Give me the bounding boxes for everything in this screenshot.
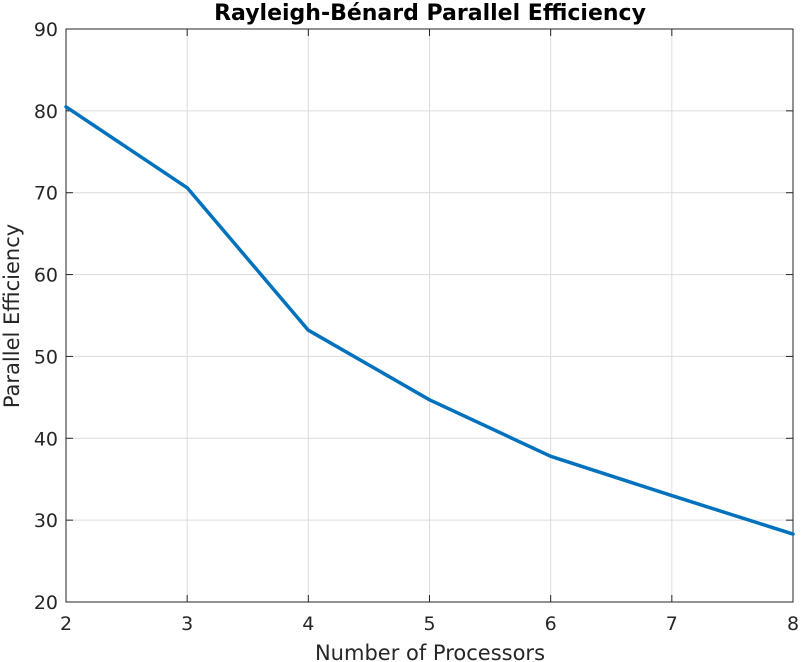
x-tick-label: 2	[60, 613, 72, 635]
x-tick-label: 5	[423, 613, 435, 635]
y-tick-label: 20	[34, 592, 58, 614]
chart-title: Rayleigh-Bénard Parallel Efficiency	[214, 1, 646, 26]
y-tick-label: 30	[34, 510, 58, 532]
x-tick-label: 4	[302, 613, 314, 635]
x-tick-label: 3	[181, 613, 193, 635]
y-tick-label: 60	[34, 265, 58, 287]
y-tick-label: 40	[34, 428, 58, 450]
y-tick-label: 50	[34, 346, 58, 368]
x-tick-label: 6	[545, 613, 557, 635]
axes	[65, 28, 794, 603]
y-tick-label: 90	[34, 19, 58, 41]
y-axis-label: Parallel Efficiency	[0, 224, 24, 408]
grid	[65, 28, 794, 603]
x-tick-label: 8	[787, 613, 799, 635]
x-axis-label: Number of Processors	[315, 641, 545, 662]
series-layer	[64, 105, 795, 536]
x-tick-label: 7	[666, 613, 678, 635]
y-tick-label: 70	[34, 183, 58, 205]
y-tick-label: 80	[34, 101, 58, 123]
tick-labels: 2 3 4 5 6 7 8 20 30 40 50 60 70 80 90	[34, 19, 799, 635]
